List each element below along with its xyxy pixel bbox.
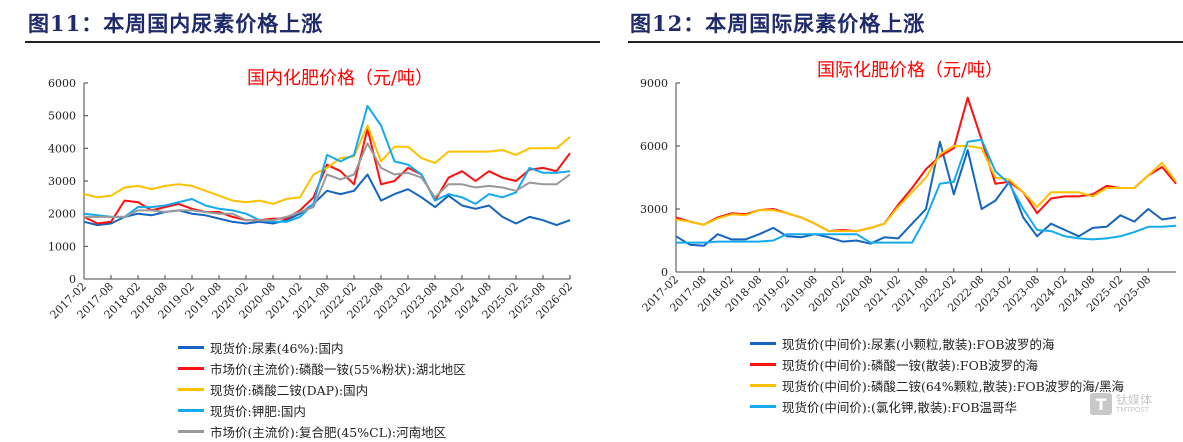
y-tick-label: 3000 <box>48 175 76 188</box>
legend-label: 现货价(中间价):(氯化钾,散装):FOB温哥华 <box>782 400 1018 415</box>
domestic-legend: 现货价:尿素(46%):国内市场价(主流价):磷酸一铵(55%粉状):湖北地区现… <box>178 337 466 442</box>
legend-swatch <box>178 367 204 370</box>
legend-label: 现货价:尿素(46%):国内 <box>210 341 344 356</box>
y-tick-label: 4000 <box>48 142 76 155</box>
legend-item: 市场价(主流价):复合肥(45%CL):河南地区 <box>178 421 466 442</box>
international-legend: 现货价(中间价):尿素(小颗粒,散装):FOB波罗的海 现货价(中间价):磷酸一铵… <box>750 333 1124 417</box>
y-tick-label: 2000 <box>48 208 76 221</box>
legend-swatch <box>750 342 776 345</box>
series-line-1 <box>83 173 571 227</box>
y-tick-label: 3000 <box>640 203 668 216</box>
series-line-2 <box>83 127 571 225</box>
watermark: T 钛媒体 TMTPOST <box>1090 393 1152 415</box>
legend-label: 现货价(中间价):尿素(小颗粒,散装):FOB波罗的海 <box>782 337 1055 352</box>
legend-swatch <box>750 363 776 366</box>
legend-swatch <box>178 409 204 412</box>
watermark-logo: T <box>1090 393 1112 415</box>
chart-title: 国际化肥价格（元/吨） <box>817 60 1003 81</box>
legend-label: 现货价:磷酸二铵(DAP):国内 <box>210 383 369 398</box>
legend-item: 现货价(中间价):磷酸一铵(散装):FOB波罗的海 <box>750 354 1124 375</box>
legend-label: 现货价(中间价):磷酸一铵(散装):FOB波罗的海 <box>782 358 1039 373</box>
y-tick-label: 6000 <box>48 77 76 90</box>
legend-item: 现货价(中间价):尿素(小颗粒,散装):FOB波罗的海 <box>750 333 1124 354</box>
figure-12-divider <box>628 41 1183 43</box>
legend-label: 市场价(主流价):复合肥(45%CL):河南地区 <box>210 425 447 440</box>
domestic-chart: 国内化肥价格（元/吨）01000200030004000500060002017… <box>48 68 576 321</box>
y-tick-label: 0 <box>661 266 668 279</box>
chart-title: 国内化肥价格（元/吨） <box>247 68 433 89</box>
legend-item: 现货价:磷酸二铵(DAP):国内 <box>178 379 466 400</box>
legend-item: 现货价(中间价):(氯化钾,散装):FOB温哥华 <box>750 396 1124 417</box>
legend-swatch <box>178 388 204 391</box>
legend-label: 市场价(主流价):磷酸一铵(55%粉状):湖北地区 <box>210 362 466 377</box>
series-line-4 <box>676 138 1177 244</box>
series-line-3 <box>675 145 1177 233</box>
y-tick-label: 1000 <box>48 240 76 253</box>
series-line-1 <box>675 140 1177 247</box>
series-line-4 <box>83 104 571 223</box>
legend-item: 现货价:尿素(46%):国内 <box>178 337 466 358</box>
figure-12-title: 图12：本周国际尿素价格上涨 <box>630 11 926 36</box>
figure-11-divider <box>25 41 600 43</box>
series-line-3 <box>83 124 571 205</box>
legend-swatch <box>750 384 776 387</box>
legend-item: 市场价(主流价):磷酸一铵(55%粉状):湖北地区 <box>178 358 466 379</box>
legend-item: 现货价(中间价):磷酸二铵(64%颗粒,散装):FOB波罗的海/黑海 <box>750 375 1124 396</box>
international-chart: 国际化肥价格（元/吨）03000600090002017-022017-0820… <box>640 60 1177 314</box>
legend-swatch <box>750 405 776 408</box>
y-tick-label: 5000 <box>48 110 76 123</box>
legend-swatch <box>178 430 204 433</box>
legend-swatch <box>178 346 204 349</box>
y-tick-label: 6000 <box>640 140 668 153</box>
legend-item: 现货价:钾肥:国内 <box>178 400 466 421</box>
y-tick-label: 9000 <box>640 77 668 90</box>
series-line-5 <box>84 142 571 222</box>
legend-label: 现货价(中间价):磷酸二铵(64%颗粒,散装):FOB波罗的海/黑海 <box>782 379 1125 394</box>
legend-label: 现货价:钾肥:国内 <box>210 404 306 419</box>
y-tick-label: 0 <box>69 273 76 286</box>
series-line-2 <box>675 96 1177 233</box>
figure-11-title: 图11：本周国内尿素价格上涨 <box>28 11 324 36</box>
